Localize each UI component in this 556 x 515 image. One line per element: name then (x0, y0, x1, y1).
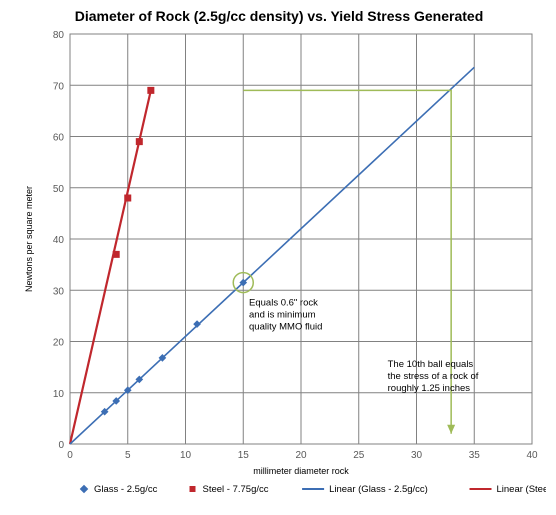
y-tick-label: 70 (53, 81, 65, 92)
x-tick-label: 30 (411, 450, 423, 461)
x-tick-label: 20 (295, 450, 307, 461)
y-tick-label: 80 (53, 30, 65, 41)
x-tick-label: 25 (353, 450, 365, 461)
legend-marker (80, 485, 89, 494)
x-tick-label: 0 (67, 450, 73, 461)
legend-label: Steel - 7.75g/cc (203, 484, 269, 495)
steel-point (124, 195, 131, 202)
x-tick-label: 5 (125, 450, 131, 461)
chart-plot: 0 5 10 15 20 25 30 35 40 0 10 20 30 40 50 60 70 80 millime… (12, 24, 546, 504)
x-tick-label: 35 (469, 450, 481, 461)
x-axis-label: millimeter diameter rock (253, 466, 349, 476)
steel-point (147, 87, 154, 94)
legend-label: Linear (Glass - 2.5g/cc) (329, 484, 428, 495)
annotation-text-1: Equals 0.6" rockand is minimumquality MM… (249, 298, 322, 333)
y-tick-label: 40 (53, 235, 65, 246)
y-tick-label: 10 (53, 389, 65, 400)
legend-label: Linear (Steel - 7.75g/cc) (497, 484, 547, 495)
x-tick-label: 40 (526, 450, 538, 461)
legend-label: Glass - 2.5g/cc (94, 484, 158, 495)
y-tick-label: 0 (58, 440, 64, 451)
chart-title: Diameter of Rock (2.5g/cc density) vs. Y… (12, 8, 546, 24)
x-tick-label: 15 (238, 450, 250, 461)
y-tick-label: 50 (53, 184, 65, 195)
y-axis-label: Newtons per square meter (24, 186, 34, 292)
annotation-text-2: The 10th ball equalsthe stress of a rock… (388, 359, 479, 394)
steel-point (113, 251, 120, 258)
steel-point (136, 138, 143, 145)
y-tick-label: 20 (53, 338, 65, 349)
y-tick-label: 60 (53, 133, 65, 144)
legend-marker (190, 486, 196, 492)
y-tick-label: 30 (53, 286, 65, 297)
x-tick-label: 10 (180, 450, 192, 461)
